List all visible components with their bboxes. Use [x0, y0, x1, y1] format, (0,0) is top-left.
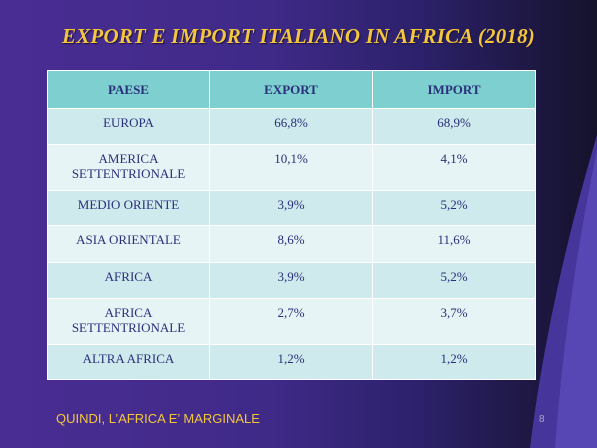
trade-table-container: PAESE EXPORT IMPORT EUROPA 66,8% 68,9% A…	[47, 70, 536, 381]
cell-paese: ALTRA AFRICA	[47, 343, 210, 381]
cell-import: 1,2%	[372, 343, 536, 381]
table-row: ALTRA AFRICA 1,2% 1,2%	[47, 343, 536, 381]
cell-export: 66,8%	[209, 107, 373, 146]
cell-paese: AFRICA	[47, 261, 210, 300]
cell-import: 5,2%	[372, 189, 536, 227]
table-row: ASIA ORIENTALE 8,6% 11,6%	[47, 225, 536, 263]
cell-paese: AMERICA SETTENTRIONALE	[47, 144, 210, 191]
cell-import: 11,6%	[372, 225, 536, 263]
table-row: AFRICA SETTENTRIONALE 2,7% 3,7%	[47, 298, 536, 345]
header-paese: PAESE	[47, 70, 210, 109]
page-number: 8	[539, 414, 545, 425]
table-header-row: PAESE EXPORT IMPORT	[47, 70, 536, 109]
cell-export: 8,6%	[209, 225, 373, 263]
cell-paese: EUROPA	[47, 107, 210, 146]
table-row: AMERICA SETTENTRIONALE 10,1% 4,1%	[47, 144, 536, 191]
header-import: IMPORT	[372, 70, 536, 109]
table-row: EUROPA 66,8% 68,9%	[47, 107, 536, 146]
cell-export: 3,9%	[209, 261, 373, 300]
slide-title: EXPORT E IMPORT ITALIANO IN AFRICA (2018…	[62, 24, 535, 48]
cell-export: 10,1%	[209, 144, 373, 191]
cell-import: 4,1%	[372, 144, 536, 191]
header-export: EXPORT	[209, 70, 373, 109]
table-row: MEDIO ORIENTE 3,9% 5,2%	[47, 189, 536, 227]
cell-paese: ASIA ORIENTALE	[47, 225, 210, 263]
cell-export: 1,2%	[209, 343, 373, 381]
footer-conclusion: QUINDI, L’AFRICA E’ MARGINALE	[56, 411, 260, 426]
cell-export: 3,9%	[209, 189, 373, 227]
cell-import: 3,7%	[372, 298, 536, 345]
cell-paese: AFRICA SETTENTRIONALE	[47, 298, 210, 345]
cell-export: 2,7%	[209, 298, 373, 345]
trade-table: PAESE EXPORT IMPORT EUROPA 66,8% 68,9% A…	[47, 70, 536, 381]
cell-paese: MEDIO ORIENTE	[47, 189, 210, 227]
cell-import: 68,9%	[372, 107, 536, 146]
cell-import: 5,2%	[372, 261, 536, 300]
table-row: AFRICA 3,9% 5,2%	[47, 261, 536, 300]
